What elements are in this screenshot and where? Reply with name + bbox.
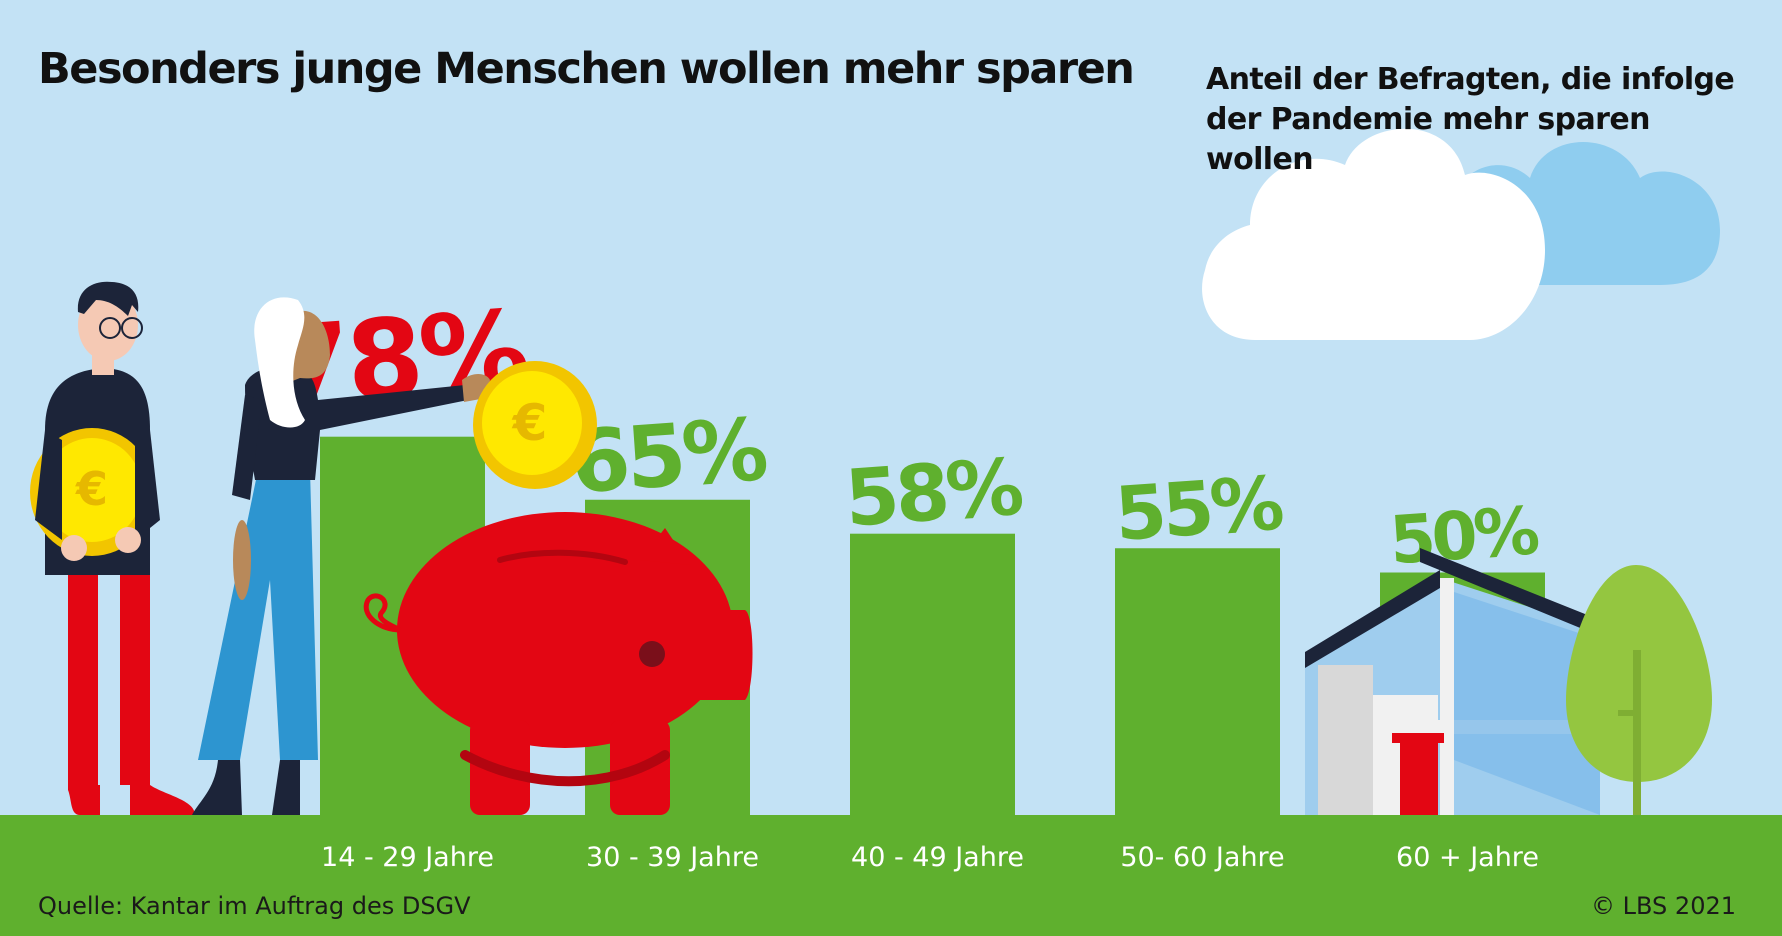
category-label-2: 30 - 39 Jahre: [586, 842, 759, 873]
category-label-5: 60 + Jahre: [1396, 842, 1539, 873]
svg-text:€: €: [512, 394, 548, 452]
woman-with-coin-illustration: €: [192, 297, 597, 815]
value-label-2: 65%: [567, 400, 769, 513]
copyright-note: © LBS 2021: [1591, 892, 1736, 920]
value-label-5: 50%: [1387, 492, 1541, 579]
value-label-3: 58%: [842, 443, 1024, 545]
category-label-4: 50- 60 Jahre: [1120, 842, 1284, 873]
man-with-coin-illustration: €: [30, 281, 195, 815]
source-note: Quelle: Kantar im Auftrag des DSGV: [38, 892, 471, 920]
category-label-1: 14 - 29 Jahre: [321, 842, 494, 873]
bar-4: [1115, 548, 1280, 815]
house-icon: [1305, 548, 1600, 815]
cloud-icon: [1202, 128, 1545, 340]
tree-icon: [1566, 565, 1712, 815]
svg-text:€: €: [75, 462, 108, 516]
category-label-3: 40 - 49 Jahre: [851, 842, 1024, 873]
chart-subtitle: Anteil der Befragten, die infolge der Pa…: [1206, 62, 1735, 177]
piggy-bank-icon: [363, 512, 753, 815]
chart-title: Besonders junge Menschen wollen mehr spa…: [38, 44, 1135, 94]
euro-coin-icon: €: [473, 361, 597, 489]
value-label-4: 55%: [1112, 460, 1285, 557]
ground: [0, 815, 1782, 936]
bar-3: [850, 533, 1015, 815]
